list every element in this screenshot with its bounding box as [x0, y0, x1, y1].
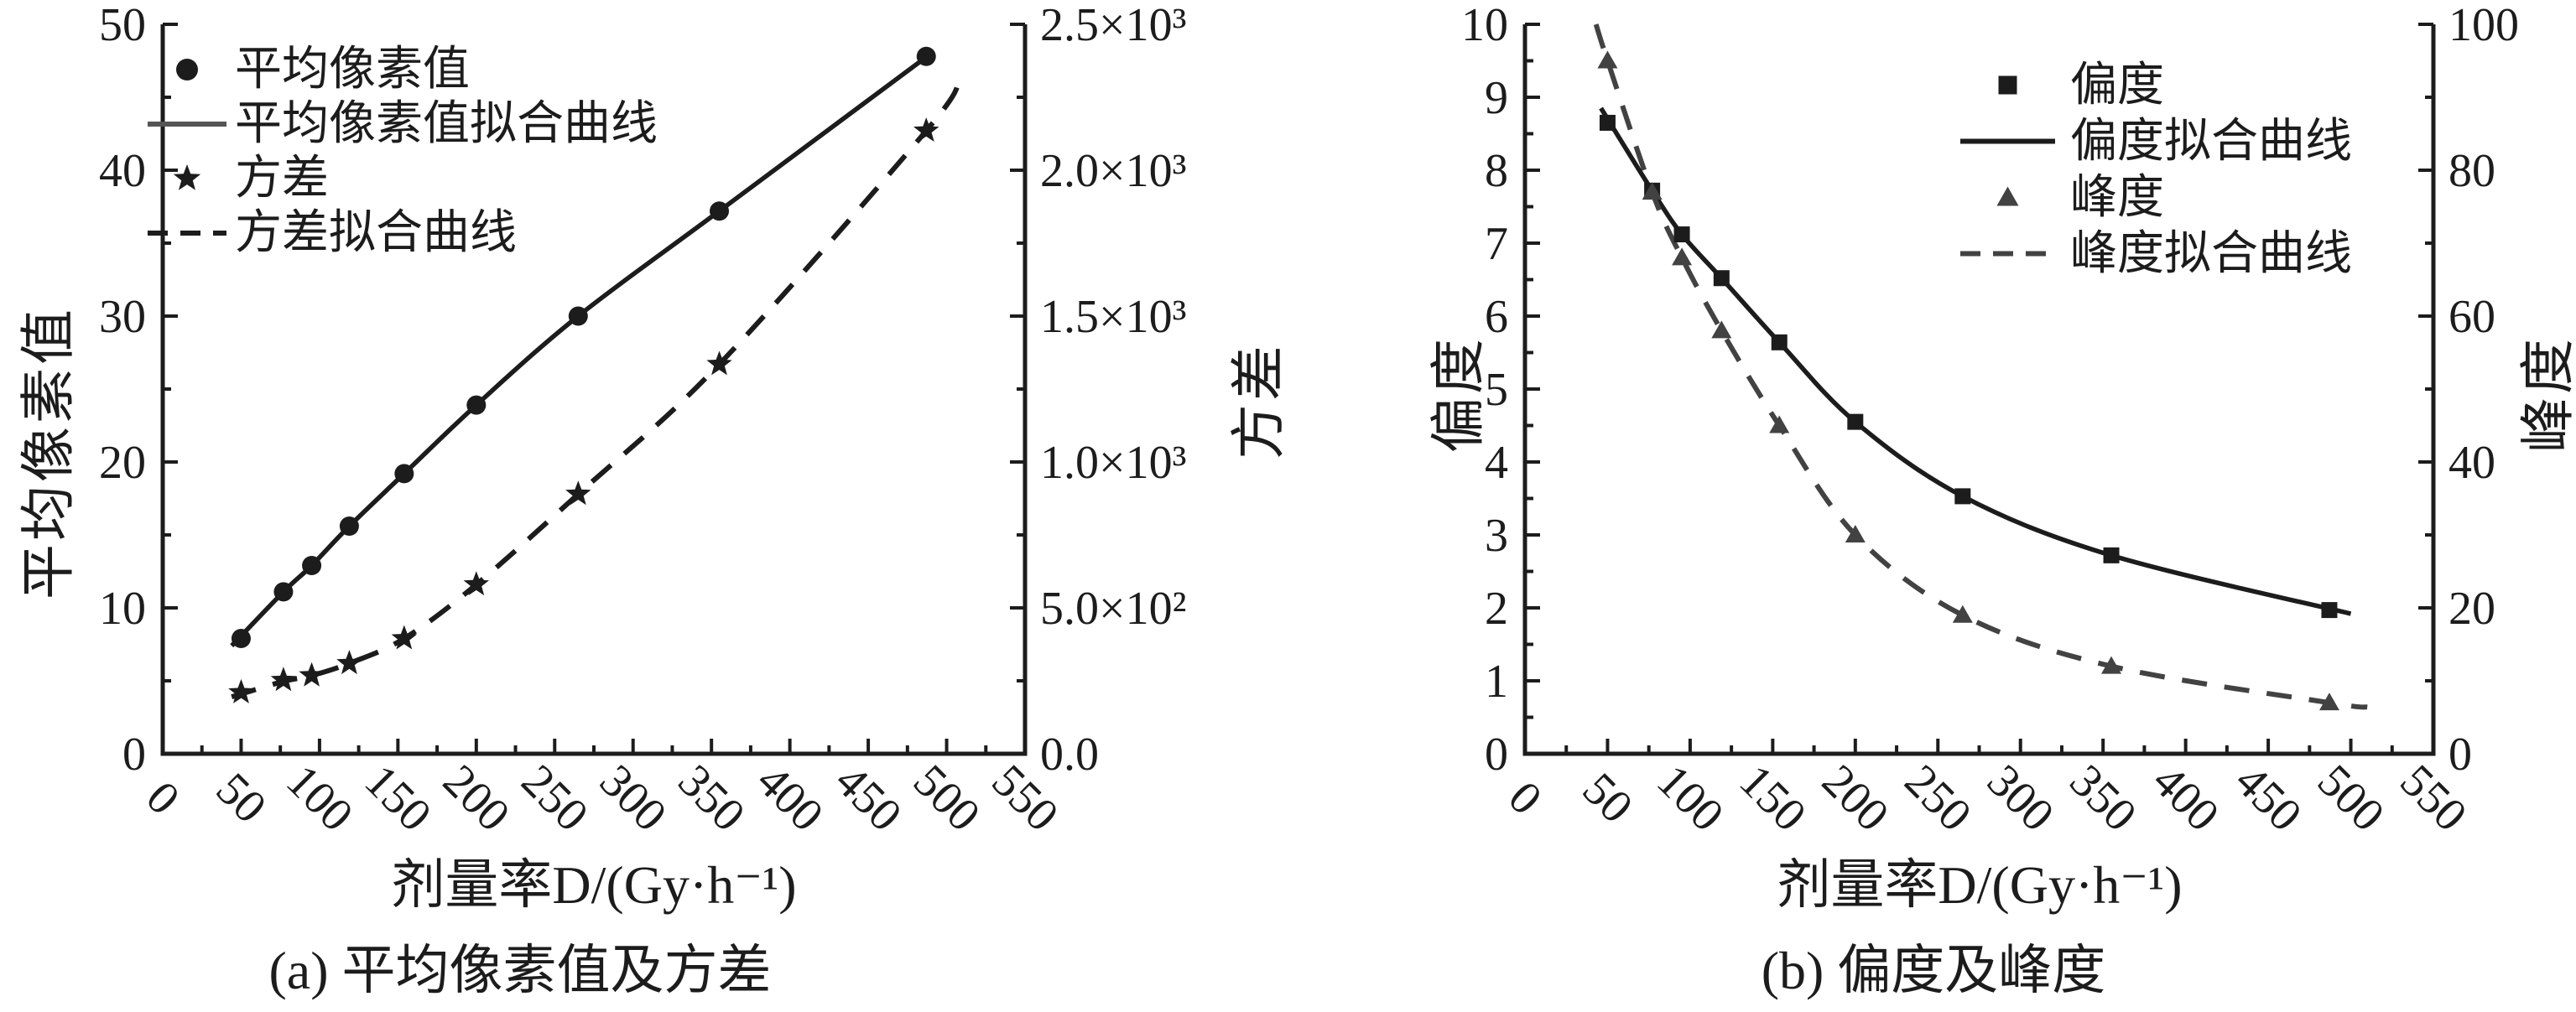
svg-text:0.0: 0.0 — [1040, 729, 1099, 781]
axis-title-mean-pixel-value: 平均像素值 — [18, 306, 80, 599]
legend-item-variance-fit: 方差拟合曲线 — [146, 205, 658, 260]
legend-label: 偏度拟合曲线 — [2070, 115, 2352, 168]
svg-text:3: 3 — [1485, 510, 1508, 562]
svg-text:6: 6 — [1485, 291, 1508, 343]
svg-text:80: 80 — [2449, 145, 2495, 197]
svg-text:100: 100 — [1647, 755, 1733, 841]
circle-marker-icon — [176, 58, 198, 80]
svg-text:100: 100 — [2449, 0, 2519, 51]
axis-title-skewness: 偏度 — [1429, 335, 1490, 453]
svg-text:5: 5 — [1485, 364, 1508, 416]
legend-label: 方差拟合曲线 — [235, 206, 517, 259]
svg-text:500: 500 — [2308, 755, 2394, 841]
legend-label: 峰度 — [2070, 171, 2164, 224]
svg-text:350: 350 — [2060, 755, 2147, 841]
svg-text:450: 450 — [2225, 755, 2311, 841]
square-marker-icon — [1998, 75, 2017, 95]
legend-label: 偏度 — [2070, 59, 2164, 112]
svg-text:350: 350 — [669, 755, 755, 841]
svg-text:0: 0 — [122, 729, 146, 781]
svg-text:250: 250 — [512, 755, 598, 841]
dashed-line-icon — [1960, 251, 2055, 257]
svg-text:5.0×10²: 5.0×10² — [1040, 583, 1186, 635]
svg-text:300: 300 — [1977, 755, 2063, 841]
svg-text:400: 400 — [747, 755, 833, 841]
svg-text:500: 500 — [903, 755, 990, 841]
legend-subplot-a: 平均像素值 平均像素值拟合曲线 方差 方差拟合曲线 — [146, 42, 658, 260]
legend-item-skewness: 偏度 — [1959, 57, 2352, 113]
svg-text:4: 4 — [1485, 437, 1508, 489]
svg-text:7: 7 — [1485, 218, 1508, 270]
legend-item-skewness-fit: 偏度拟合曲线 — [1959, 113, 2352, 169]
legend-label: 平均像素值 — [235, 43, 470, 96]
svg-text:20: 20 — [99, 437, 146, 489]
svg-text:10: 10 — [1461, 0, 1508, 51]
svg-text:50: 50 — [99, 0, 146, 51]
legend-item-mean-pixel: 平均像素值 — [146, 42, 658, 96]
legend-item-kurtosis: 峰度 — [1959, 169, 2352, 226]
svg-text:60: 60 — [2449, 291, 2495, 343]
svg-text:150: 150 — [355, 755, 441, 841]
svg-text:2: 2 — [1485, 583, 1508, 635]
legend-item-variance: 方差 — [146, 151, 658, 205]
svg-text:20: 20 — [2449, 583, 2495, 635]
axis-title-variance: 方差 — [1229, 342, 1290, 459]
svg-text:50: 50 — [206, 763, 276, 833]
svg-text:1.0×10³: 1.0×10³ — [1040, 437, 1186, 489]
legend-label: 平均像素值拟合曲线 — [235, 97, 658, 150]
axis-title-kurtosis: 峰度 — [2518, 335, 2576, 453]
svg-text:30: 30 — [99, 291, 146, 343]
legend-label: 峰度拟合曲线 — [2070, 227, 2352, 280]
solid-line-icon — [1960, 138, 2055, 144]
svg-text:250: 250 — [1895, 755, 1981, 841]
legend-subplot-b: 偏度 偏度拟合曲线 峰度 峰度拟合曲线 — [1959, 57, 2352, 282]
solid-line-icon — [148, 121, 226, 127]
caption-subplot-a: (a) 平均像素值及方差 — [268, 941, 772, 1000]
svg-text:150: 150 — [1730, 755, 1816, 841]
svg-text:0: 0 — [1485, 729, 1508, 781]
svg-text:8: 8 — [1485, 145, 1508, 197]
svg-text:200: 200 — [433, 755, 519, 841]
star-marker-icon — [173, 163, 201, 190]
dashed-line-icon — [148, 230, 226, 236]
svg-text:50: 50 — [1573, 763, 1642, 833]
svg-text:40: 40 — [2449, 437, 2495, 489]
legend-item-mean-pixel-fit: 平均像素值拟合曲线 — [146, 96, 658, 151]
svg-text:1.5×10³: 1.5×10³ — [1040, 291, 1186, 343]
svg-text:2.5×10³: 2.5×10³ — [1040, 0, 1186, 51]
svg-text:2.0×10³: 2.0×10³ — [1040, 145, 1186, 197]
triangle-marker-icon — [1996, 186, 2019, 206]
axis-title-dose-rate-a: 剂量率D/(Gy·h⁻¹) — [391, 855, 797, 915]
svg-text:200: 200 — [1812, 755, 1898, 841]
svg-text:1: 1 — [1485, 656, 1508, 708]
axis-title-dose-rate-b: 剂量率D/(Gy·h⁻¹) — [1777, 855, 2183, 915]
svg-text:0: 0 — [2449, 729, 2472, 781]
svg-text:10: 10 — [99, 583, 146, 635]
svg-text:300: 300 — [590, 755, 676, 841]
svg-text:40: 40 — [99, 145, 146, 197]
legend-label: 方差 — [235, 152, 329, 205]
caption-subplot-b: (b) 偏度及峰度 — [1761, 941, 2106, 1000]
legend-item-kurtosis-fit: 峰度拟合曲线 — [1959, 226, 2352, 282]
svg-text:450: 450 — [825, 755, 911, 841]
svg-text:400: 400 — [2142, 755, 2229, 841]
svg-text:100: 100 — [276, 755, 362, 841]
svg-text:9: 9 — [1485, 72, 1508, 124]
